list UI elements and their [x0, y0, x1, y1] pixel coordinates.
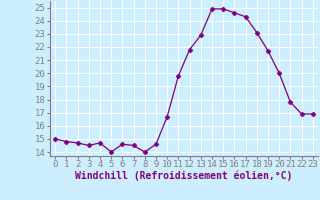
X-axis label: Windchill (Refroidissement éolien,°C): Windchill (Refroidissement éolien,°C): [75, 171, 293, 181]
